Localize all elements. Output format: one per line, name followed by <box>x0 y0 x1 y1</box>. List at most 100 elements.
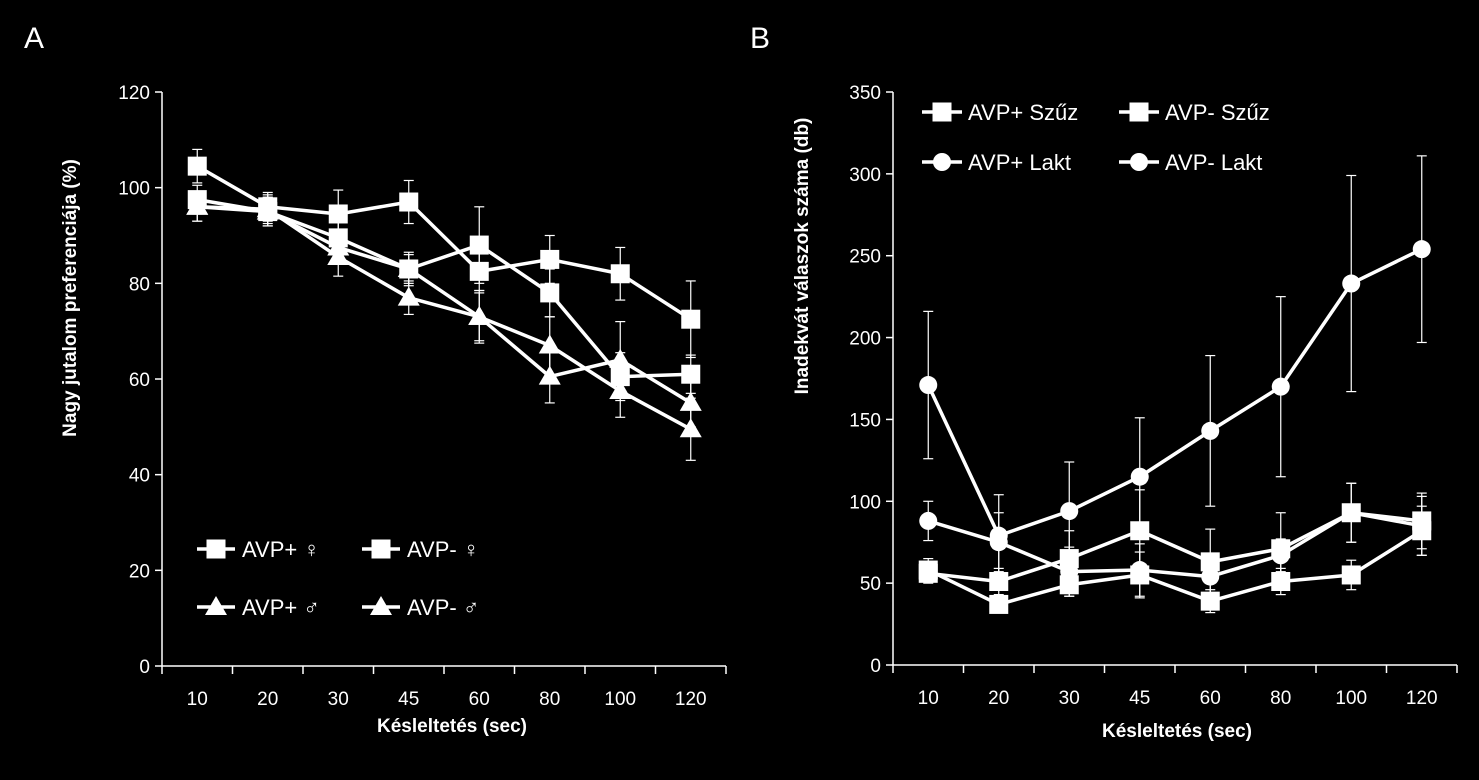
panel-b-legend-label-3: AVP- Lakt <box>1165 150 1262 175</box>
panel-a-y-tick-label: 20 <box>129 561 150 582</box>
panel-a-series-0-point <box>540 249 560 269</box>
panel-b-legend-item-2: AVP+ Lakt <box>922 150 1071 175</box>
panel-b-y-tick-label: 100 <box>849 492 881 513</box>
panel-b-x-tick-label: 10 <box>918 688 939 709</box>
panel-b-legend-item-1: AVP- Szűz <box>1119 100 1270 125</box>
panel-a-x-tick-label: 120 <box>675 689 707 710</box>
panel-b-series-3-point <box>1060 562 1079 581</box>
panel-b-legend-label-1: AVP- Szűz <box>1165 100 1270 125</box>
panel-b-x-tick-label: 30 <box>1059 688 1080 709</box>
panel-b-series-3-point <box>1130 561 1149 580</box>
panel-a-series-3-point <box>609 379 632 399</box>
panel-a: A 0 20 40 60 80 100 120 10 20 30 45 60 80 100 120 Késle… <box>24 22 727 737</box>
panel-b-series-3-point <box>1412 516 1431 535</box>
panel-b-series-3 <box>919 482 1431 601</box>
panel-b-legend-label-0: AVP+ Szűz <box>968 100 1078 125</box>
panel-a-y-tick-label: 0 <box>139 657 150 678</box>
panel-b-legend-marker-0 <box>932 102 952 122</box>
panel-b-legend-item-0: AVP+ Szűz <box>922 100 1078 125</box>
panel-a-legend-marker-3 <box>370 596 392 615</box>
panel-b-legend-label-2: AVP+ Lakt <box>968 150 1071 175</box>
panel-a-series-0-point <box>681 309 701 329</box>
panel-a-y-tick-label: 40 <box>129 466 150 487</box>
panel-a-x-tick-label: 10 <box>187 689 208 710</box>
panel-b-series-0 <box>918 505 1432 614</box>
panel-letter-b: B <box>750 22 770 55</box>
panel-a-legend-marker-1 <box>371 539 391 559</box>
panel-letter-a: A <box>24 22 44 55</box>
panel-a-series-2-point <box>609 348 632 368</box>
panel-a-x-tick-label: 100 <box>604 689 636 710</box>
panel-a-legend-label-3: AVP- ♂ <box>407 595 479 620</box>
panel-a-legend-item-0: AVP+ ♀ <box>197 537 320 562</box>
panel-b-x-tick-label: 60 <box>1200 688 1221 709</box>
panel-b: B 0 50 100 150 200 250 300 350 10 20 30 45 60 80 100 12… <box>750 22 1458 742</box>
panel-a-series-1-point <box>540 283 560 303</box>
panel-a-y-tick-label: 100 <box>118 179 150 200</box>
panel-b-series-2-point <box>1060 502 1079 521</box>
panel-a-series-0-point <box>610 264 630 284</box>
panel-b-series-2-point <box>919 376 938 395</box>
panel-a-series-3-point <box>327 246 350 266</box>
panel-b-series-0-point <box>989 594 1009 614</box>
panel-a-x-tick-label: 45 <box>398 689 419 710</box>
panel-a-series-3-point <box>679 418 702 438</box>
panel-b-y-axis-title: Inadekvát válaszok száma (db) <box>792 118 813 395</box>
panel-b-series-1-point <box>918 563 938 583</box>
panel-a-series-3-point <box>397 286 420 306</box>
panel-b-series-3-line <box>927 510 1423 579</box>
panel-b-y-tick-label: 0 <box>870 656 881 677</box>
panel-b-series-2-point <box>1412 240 1431 259</box>
panel-b-x-tick-label: 20 <box>988 688 1009 709</box>
panel-a-series-3-point <box>538 334 561 354</box>
panel-b-legend-marker-1 <box>1129 102 1149 122</box>
panel-a-y-tick-label: 60 <box>129 370 150 391</box>
panel-b-series-2-point <box>1271 377 1290 396</box>
panel-a-x-tick-label: 20 <box>257 689 278 710</box>
panel-a-series-3-point <box>186 195 209 215</box>
panel-a-legend-label-1: AVP- ♀ <box>407 537 479 562</box>
panel-b-x-tick-label: 120 <box>1406 688 1438 709</box>
panel-a-series-2-point <box>397 257 420 277</box>
panel-a-x-axis-title: Késleltetés (sec) <box>377 716 527 737</box>
panel-a-y-tick-label: 120 <box>118 83 150 104</box>
panel-b-x-tick-label: 45 <box>1129 688 1150 709</box>
panel-a-series-0-line <box>196 164 692 321</box>
panel-b-x-tick-label: 100 <box>1335 688 1367 709</box>
panel-b-series-0-line <box>927 529 1423 607</box>
panel-b-y-tick-label: 300 <box>849 165 881 186</box>
panel-b-series-3-point <box>1271 546 1290 565</box>
panel-a-series-1-point <box>469 235 489 255</box>
panel-b-x-axis-title: Késleltetés (sec) <box>1102 721 1252 742</box>
panel-a-y-tick-label: 80 <box>129 274 150 295</box>
panel-a-y-axis-title: Nagy jutalom preferenciája (%) <box>60 159 81 437</box>
panel-b-y-tick-label: 50 <box>860 574 881 595</box>
panel-a-series-0 <box>187 148 701 359</box>
panel-b-series-3-point <box>1342 503 1361 522</box>
panel-a-series-3 <box>186 191 702 461</box>
panel-a-series-3-point <box>256 198 279 218</box>
panel-b-y-tick-label: 150 <box>849 410 881 431</box>
panel-a-series-2-point <box>538 365 561 385</box>
panel-b-series-2-point <box>1201 421 1220 440</box>
panel-b-legend-marker-2 <box>933 153 951 171</box>
panel-b-series-2-line <box>926 247 1423 538</box>
panel-b-legend-item-3: AVP- Lakt <box>1119 150 1262 175</box>
panel-a-x-tick-label: 80 <box>539 689 560 710</box>
panel-a-legend-marker-0 <box>206 539 226 559</box>
panel-a-x-tick-label: 60 <box>469 689 490 710</box>
panel-b-series-2-point <box>1130 467 1149 486</box>
panel-b-y-tick-label: 200 <box>849 329 881 350</box>
panel-a-series-0-point <box>399 192 419 212</box>
panel-b-series-2-point <box>1342 274 1361 293</box>
panel-b-y-tick-label: 250 <box>849 247 881 268</box>
panel-b-series-3-point <box>919 511 938 530</box>
panel-b-x-tick-label: 80 <box>1270 688 1291 709</box>
panel-b-legend-marker-3 <box>1130 153 1148 171</box>
panel-a-x-tick-label: 30 <box>328 689 349 710</box>
panel-a-legend-item-3: AVP- ♂ <box>362 595 479 620</box>
panel-a-legend-marker-2 <box>205 596 227 615</box>
panel-a-legend-label-0: AVP+ ♀ <box>242 537 320 562</box>
panel-b-series-3-point <box>989 533 1008 552</box>
